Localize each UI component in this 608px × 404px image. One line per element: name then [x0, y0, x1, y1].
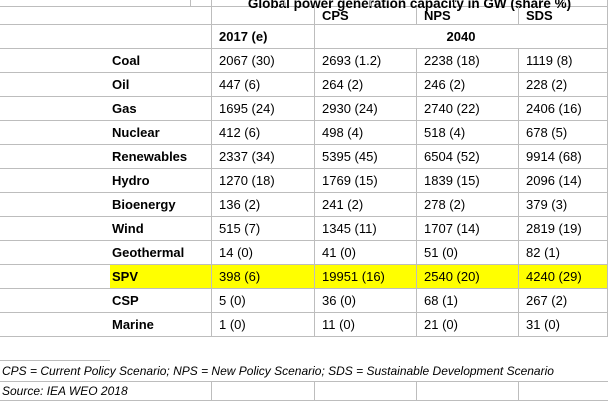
cell-coal-sds[interactable]: 1119 (8) [519, 49, 608, 73]
column-header-cps[interactable]: CPS [315, 7, 417, 25]
cell-renewables-sds[interactable]: 9914 (68) [519, 145, 608, 169]
column-header-sds[interactable]: SDS [519, 7, 608, 25]
empty-cell[interactable] [417, 382, 519, 401]
empty-cell[interactable] [212, 7, 315, 25]
cell-oil-sds[interactable]: 228 (2) [519, 73, 608, 97]
cell-coal-nps[interactable]: 2238 (18) [417, 49, 519, 73]
cell-csp-cps[interactable]: 36 (0) [315, 289, 417, 313]
empty-cell[interactable] [0, 25, 110, 49]
empty-cell[interactable] [0, 121, 110, 145]
cell-oil-2017[interactable]: 447 (6) [212, 73, 315, 97]
cell-marine-nps[interactable]: 21 (0) [417, 313, 519, 337]
cell-spv-sds[interactable]: 4240 (29) [519, 265, 608, 289]
empty-cell[interactable] [110, 7, 212, 25]
cell-coal-2017[interactable]: 2067 (30) [212, 49, 315, 73]
cell-hydro-2017[interactable]: 1270 (18) [212, 169, 315, 193]
row-label-geothermal[interactable]: Geothermal [110, 241, 212, 265]
cell-wind-nps[interactable]: 1707 (14) [417, 217, 519, 241]
empty-cell[interactable] [0, 337, 110, 361]
cell-wind-sds[interactable]: 2819 (19) [519, 217, 608, 241]
cell-coal-cps[interactable]: 2693 (1.2) [315, 49, 417, 73]
cell-geothermal-cps[interactable]: 41 (0) [315, 241, 417, 265]
cell-nuclear-nps[interactable]: 518 (4) [417, 121, 519, 145]
empty-cell[interactable] [0, 97, 110, 121]
cell-marine-2017[interactable]: 1 (0) [212, 313, 315, 337]
cell-geothermal-sds[interactable]: 82 (1) [519, 241, 608, 265]
table-title: Global power generation capacity in GW (… [212, 0, 608, 11]
cell-nuclear-2017[interactable]: 412 (6) [212, 121, 315, 145]
cell-hydro-nps[interactable]: 1839 (15) [417, 169, 519, 193]
empty-cell[interactable] [0, 265, 110, 289]
row-label-bioenergy[interactable]: Bioenergy [110, 193, 212, 217]
cell-bioenergy-nps[interactable]: 278 (2) [417, 193, 519, 217]
cell-gas-sds[interactable]: 2406 (16) [519, 97, 608, 121]
empty-cell[interactable] [0, 217, 110, 241]
cell-csp-sds[interactable]: 267 (2) [519, 289, 608, 313]
row-label-gas[interactable]: Gas [110, 97, 212, 121]
cell-spv-nps[interactable]: 2540 (20) [417, 265, 519, 289]
row-label-marine[interactable]: Marine [110, 313, 212, 337]
cell-renewables-2017[interactable]: 2337 (34) [212, 145, 315, 169]
cell-nuclear-sds[interactable]: 678 (5) [519, 121, 608, 145]
empty-cell[interactable] [0, 313, 110, 337]
year-header-2017[interactable]: 2017 (e) [212, 25, 315, 49]
cell-hydro-sds[interactable]: 2096 (14) [519, 169, 608, 193]
cell-geothermal-2017[interactable]: 14 (0) [212, 241, 315, 265]
row-label-spv-highlighted[interactable]: SPV [110, 265, 212, 289]
gridline-tick [284, 0, 285, 6]
empty-cell[interactable] [110, 25, 212, 49]
top-row-sliver [0, 0, 565, 7]
cell-bioenergy-2017[interactable]: 136 (2) [212, 193, 315, 217]
empty-cell[interactable] [110, 0, 212, 7]
cell-csp-2017[interactable]: 5 (0) [212, 289, 315, 313]
cell-geothermal-nps[interactable]: 51 (0) [417, 241, 519, 265]
cell-nuclear-cps[interactable]: 498 (4) [315, 121, 417, 145]
empty-cell[interactable] [0, 193, 110, 217]
cell-gas-2017[interactable]: 1695 (24) [212, 97, 315, 121]
empty-cell[interactable] [519, 382, 608, 401]
empty-cell[interactable] [0, 241, 110, 265]
footnote-scenario-definitions: CPS = Current Policy Scenario; NPS = New… [0, 361, 608, 382]
cell-hydro-cps[interactable]: 1769 (15) [315, 169, 417, 193]
row-label-wind[interactable]: Wind [110, 217, 212, 241]
cell-gas-cps[interactable]: 2930 (24) [315, 97, 417, 121]
cell-renewables-nps[interactable]: 6504 (52) [417, 145, 519, 169]
row-label-csp[interactable]: CSP [110, 289, 212, 313]
empty-cell[interactable] [0, 145, 110, 169]
empty-cell[interactable] [0, 169, 110, 193]
cell-spv-cps[interactable]: 19951 (16) [315, 265, 417, 289]
cell-oil-nps[interactable]: 246 (2) [417, 73, 519, 97]
gridline-tick [370, 0, 371, 6]
row-label-renewables[interactable]: Renewables [110, 145, 212, 169]
gridline-tick [564, 0, 565, 6]
cell-wind-cps[interactable]: 1345 (11) [315, 217, 417, 241]
cell-oil-cps[interactable]: 264 (2) [315, 73, 417, 97]
row-label-nuclear[interactable]: Nuclear [110, 121, 212, 145]
empty-cell[interactable] [212, 382, 315, 401]
gridline-tick [190, 0, 191, 6]
empty-cell[interactable] [315, 382, 417, 401]
cell-wind-2017[interactable]: 515 (7) [212, 217, 315, 241]
cell-csp-nps[interactable]: 68 (1) [417, 289, 519, 313]
empty-cell[interactable] [0, 73, 110, 97]
cell-gas-nps[interactable]: 2740 (22) [417, 97, 519, 121]
year-header-2040[interactable]: 2040 [315, 25, 608, 49]
cell-marine-cps[interactable]: 11 (0) [315, 313, 417, 337]
empty-cell[interactable] [0, 289, 110, 313]
cell-spv-2017[interactable]: 398 (6) [212, 265, 315, 289]
empty-cell[interactable] [0, 49, 110, 73]
column-header-nps[interactable]: NPS [417, 7, 519, 25]
gridline-tick [454, 0, 455, 6]
row-label-coal[interactable]: Coal [110, 49, 212, 73]
cell-marine-sds[interactable]: 31 (0) [519, 313, 608, 337]
cell-renewables-cps[interactable]: 5395 (45) [315, 145, 417, 169]
cell-bioenergy-sds[interactable]: 379 (3) [519, 193, 608, 217]
empty-cell[interactable] [0, 7, 110, 25]
cell-bioenergy-cps[interactable]: 241 (2) [315, 193, 417, 217]
row-label-oil[interactable]: Oil [110, 73, 212, 97]
row-label-hydro[interactable]: Hydro [110, 169, 212, 193]
source-note: Source: IEA WEO 2018 [0, 382, 212, 401]
